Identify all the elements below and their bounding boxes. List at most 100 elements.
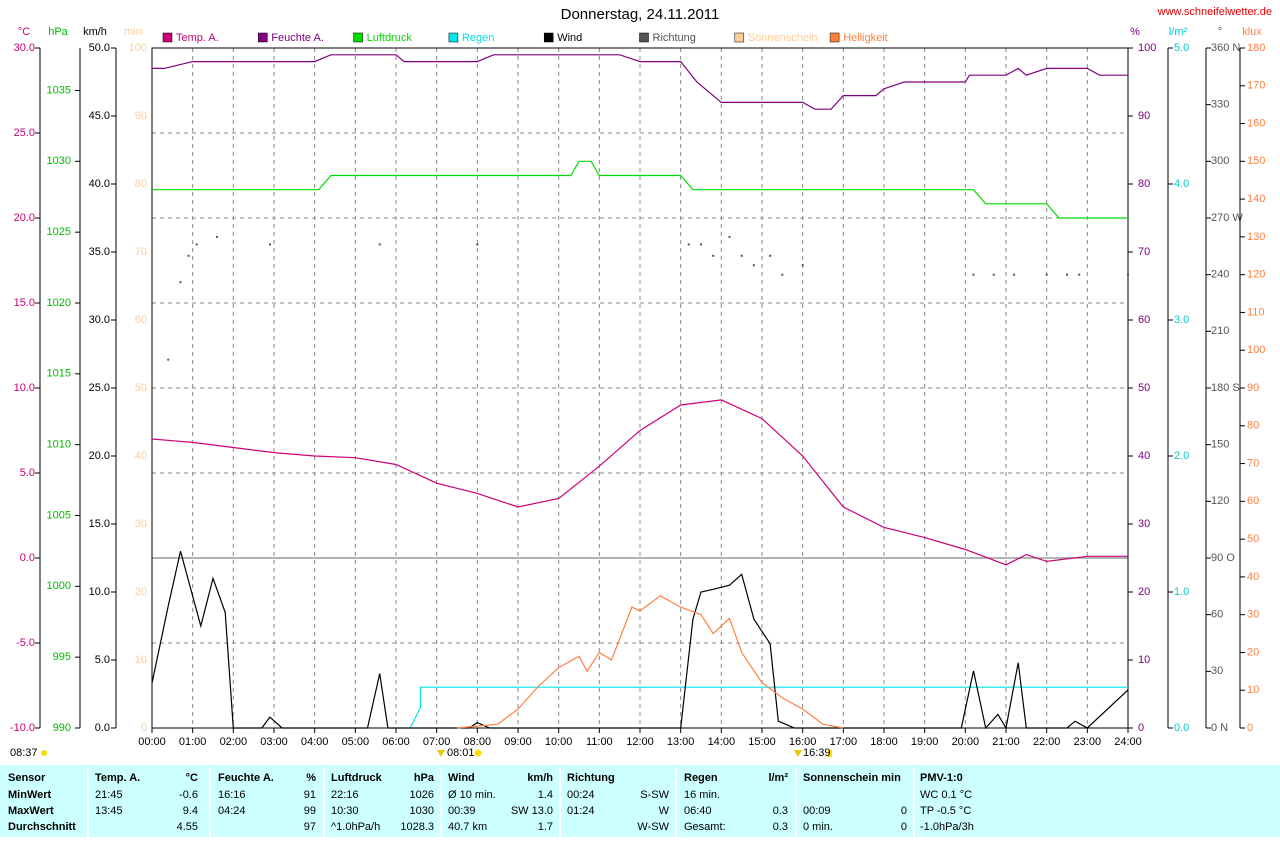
sunset-marker bbox=[794, 750, 802, 757]
y-tick-label: 170 bbox=[1247, 80, 1265, 92]
y-tick-label: 270 W bbox=[1211, 212, 1243, 224]
x-tick-label: 15:00 bbox=[748, 736, 776, 748]
legend-label: Helligkeit bbox=[843, 32, 888, 44]
y-tick-label: 60 bbox=[1247, 495, 1259, 507]
x-tick-label: 17:00 bbox=[830, 736, 858, 748]
table-cell: 4.55 bbox=[177, 821, 198, 833]
legend-swatch bbox=[448, 32, 459, 43]
table-cell: 1.7 bbox=[538, 821, 553, 833]
y-tick-label: 210 bbox=[1211, 325, 1229, 337]
y-axis-unit: min bbox=[124, 26, 142, 38]
legend-label: Temp. A. bbox=[176, 32, 219, 44]
y-axis-unit: l/m² bbox=[1169, 26, 1188, 38]
y-tick-label: 10 bbox=[1138, 654, 1150, 666]
table-cell: 00:24 bbox=[567, 789, 595, 801]
legend-swatch bbox=[734, 32, 745, 43]
legend-swatch bbox=[829, 32, 840, 43]
y-tick-label: 240 bbox=[1211, 269, 1229, 281]
y-tick-label: 25.0 bbox=[89, 382, 110, 394]
y-tick-label: 100 bbox=[1138, 42, 1156, 54]
table-cell: l/m² bbox=[768, 772, 788, 784]
sun-icon bbox=[41, 750, 47, 756]
table-cell: 1030 bbox=[410, 805, 434, 817]
table-cell: Sonnenschein min bbox=[803, 772, 901, 784]
table-cell: 13:45 bbox=[95, 805, 123, 817]
x-tick-label: 10:00 bbox=[545, 736, 573, 748]
y-tick-label: 0.0 bbox=[95, 722, 110, 734]
table-cell: -0.6 bbox=[179, 789, 198, 801]
y-tick-label: 300 bbox=[1211, 155, 1229, 167]
table-cell: -1.0hPa/3h bbox=[920, 821, 974, 833]
y-tick-label: 50 bbox=[135, 382, 147, 394]
y-tick-label: 70 bbox=[135, 246, 147, 258]
direction-dot bbox=[801, 264, 804, 267]
table-cell: Ø 10 min. bbox=[448, 789, 496, 801]
direction-dot bbox=[268, 243, 271, 246]
y-tick-label: 0 bbox=[1247, 722, 1253, 734]
table-cell: 10:30 bbox=[331, 805, 359, 817]
table-cell: WC 0.1 °C bbox=[920, 789, 972, 801]
y-tick-label: -5.0 bbox=[16, 637, 35, 649]
y-tick-label: 35.0 bbox=[89, 246, 110, 258]
series-line bbox=[456, 595, 844, 729]
y-tick-label: 20 bbox=[1138, 586, 1150, 598]
sunrise-marker bbox=[437, 750, 445, 757]
table-cell: Temp. A. bbox=[95, 772, 140, 784]
direction-dot bbox=[1066, 273, 1068, 276]
table-cell: hPa bbox=[414, 772, 435, 784]
y-tick-label: 150 bbox=[1247, 155, 1265, 167]
x-tick-label: 03:00 bbox=[260, 736, 288, 748]
series-line bbox=[151, 551, 1129, 730]
y-tick-label: 0.0 bbox=[20, 552, 35, 564]
y-tick-label: 1005 bbox=[47, 509, 71, 521]
table-cell: 99 bbox=[304, 805, 316, 817]
table-cell: % bbox=[306, 772, 316, 784]
x-tick-label: 00:00 bbox=[138, 736, 166, 748]
y-tick-label: 1000 bbox=[47, 580, 71, 592]
table-cell: MaxWert bbox=[8, 805, 54, 817]
x-tick-label: 02:00 bbox=[220, 736, 248, 748]
direction-dot bbox=[167, 358, 170, 361]
y-tick-label: 0 bbox=[141, 722, 147, 734]
y-tick-label: 130 bbox=[1247, 231, 1265, 243]
y-tick-label: 5.0 bbox=[20, 467, 35, 479]
table-cell: °C bbox=[186, 772, 198, 784]
y-tick-label: 90 O bbox=[1211, 552, 1235, 564]
y-tick-label: 100 bbox=[1247, 344, 1265, 356]
y-tick-label: 180 S bbox=[1211, 382, 1240, 394]
y-tick-label: 3.0 bbox=[1174, 314, 1189, 326]
table-cell: 22:16 bbox=[331, 789, 359, 801]
annotation: 08:01 bbox=[447, 747, 475, 759]
y-tick-label: 50 bbox=[1247, 533, 1259, 545]
chart-title: Donnerstag, 24.11.2011 bbox=[561, 6, 720, 23]
legend-swatch bbox=[258, 32, 268, 43]
y-axis-unit: hPa bbox=[48, 26, 68, 38]
y-axis-unit: klux bbox=[1242, 26, 1262, 38]
y-tick-label: 20.0 bbox=[89, 450, 110, 462]
table-cell: PMV-1:0 bbox=[920, 772, 963, 784]
legend-swatch bbox=[353, 32, 363, 43]
y-tick-label: 40 bbox=[1138, 450, 1150, 462]
table-cell: SW 13.0 bbox=[511, 805, 553, 817]
y-axis-unit: km/h bbox=[83, 26, 107, 38]
y-tick-label: 5.0 bbox=[95, 654, 110, 666]
y-tick-label: 20 bbox=[1247, 646, 1259, 658]
y-tick-label: 10 bbox=[1247, 684, 1259, 696]
x-tick-label: 01:00 bbox=[179, 736, 207, 748]
y-tick-label: 20.0 bbox=[14, 212, 35, 224]
y-axis-unit: % bbox=[1130, 26, 1140, 38]
x-tick-label: 07:00 bbox=[423, 736, 451, 748]
table-background bbox=[0, 765, 1280, 837]
y-tick-label: 1010 bbox=[47, 439, 71, 451]
table-cell: 1026 bbox=[410, 789, 434, 801]
y-tick-label: 30 bbox=[1211, 665, 1223, 677]
table-cell: 0.3 bbox=[773, 821, 788, 833]
y-tick-label: 1020 bbox=[47, 297, 71, 309]
table-cell: S-SW bbox=[640, 789, 669, 801]
y-tick-label: 10 bbox=[135, 654, 147, 666]
y-tick-label: 0 bbox=[1138, 722, 1144, 734]
x-tick-label: 23:00 bbox=[1074, 736, 1102, 748]
annotation: 16:39 bbox=[803, 747, 831, 759]
